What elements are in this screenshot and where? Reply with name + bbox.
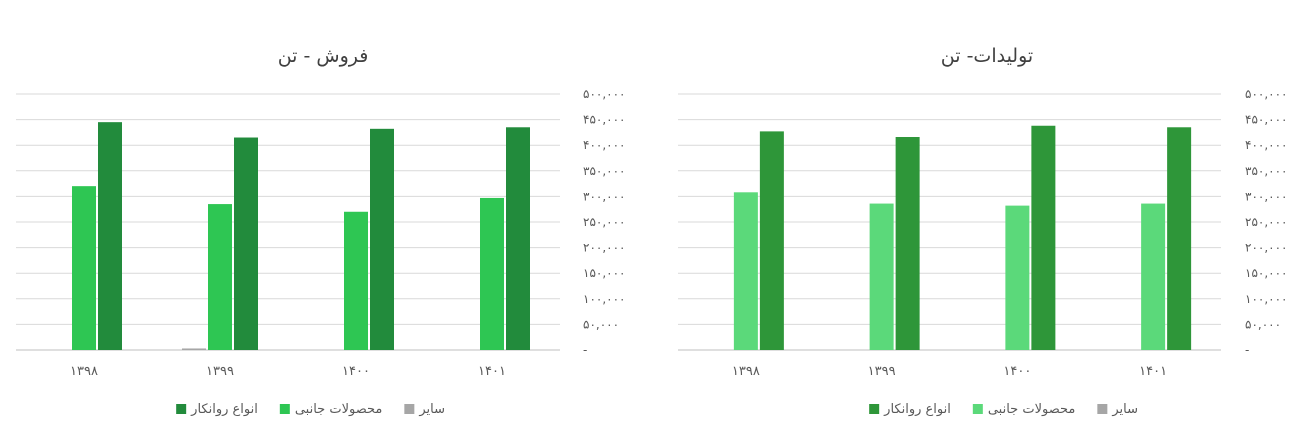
bar (208, 204, 232, 350)
y-tick-label: ۵۰۰,۰۰۰ (1245, 87, 1288, 101)
legend-label: سایر (418, 402, 445, 417)
y-tick-label: ۴۵۰,۰۰۰ (583, 113, 626, 127)
bar (1005, 205, 1030, 350)
bar (733, 192, 758, 350)
bar (759, 131, 784, 350)
bar (1167, 127, 1192, 350)
y-tick-label: ۲۵۰,۰۰۰ (1245, 215, 1288, 229)
y-tick-label: ۴۵۰,۰۰۰ (1245, 113, 1288, 127)
legend-label: انواع روانکار (883, 402, 951, 417)
y-tick-label: ۳۰۰,۰۰۰ (583, 189, 626, 203)
y-tick-label: ۲۰۰,۰۰۰ (1245, 241, 1288, 255)
bar (370, 128, 394, 350)
y-tick-label: - (1245, 343, 1249, 357)
legend-swatch (176, 404, 187, 414)
legend-swatch (1097, 404, 1108, 414)
legend-label: انواع روانکار (190, 402, 258, 417)
legend-swatch (404, 404, 415, 414)
bar (182, 348, 206, 350)
bar (895, 137, 920, 350)
bar (1141, 203, 1166, 350)
bar (480, 197, 504, 350)
y-tick-label: ۵۰,۰۰۰ (1245, 317, 1281, 331)
legend-swatch (279, 404, 290, 414)
bar (234, 137, 258, 350)
y-tick-label: ۱۰۰,۰۰۰ (583, 292, 626, 306)
x-tick-label: ۱۴۰۱ (1139, 364, 1167, 379)
legend-label: سایر (1111, 402, 1138, 417)
legend-swatch (869, 404, 880, 414)
y-tick-label: ۳۵۰,۰۰۰ (583, 164, 626, 178)
sales-chart-svg: فروش - تن - ۵۰,۰۰۰ ۱۰۰,۰۰۰ ۱۵۰,۰۰۰ ۲۰۰,۰۰۰ ۲۵۰… (16, 45, 626, 417)
legend-swatch (972, 404, 983, 414)
y-tick-label: ۲۰۰,۰۰۰ (583, 241, 626, 255)
y-tick-label: - (583, 343, 587, 357)
bar (1031, 125, 1056, 350)
x-tick-label: ۱۴۰۱ (478, 364, 506, 379)
chart-title: تولیدات- تن (941, 45, 1033, 67)
x-tick-label: ۱۳۹۹ (206, 364, 234, 379)
y-tick-label: ۴۰۰,۰۰۰ (1245, 138, 1288, 152)
x-tick-label: ۱۳۹۸ (732, 364, 760, 379)
y-tick-label: ۵۰,۰۰۰ (583, 317, 619, 331)
y-tick-label: ۱۵۰,۰۰۰ (1245, 266, 1288, 280)
x-tick-label: ۱۴۰۰ (342, 364, 370, 379)
production-chart: تولیدات- تن - ۵۰,۰۰۰ ۱۰۰,۰۰۰ ۱۵۰,۰۰۰ ۲۰۰,۰۰۰ ۲… (658, 0, 1316, 428)
y-tick-label: ۴۰۰,۰۰۰ (583, 138, 626, 152)
y-tick-label: ۵۰۰,۰۰۰ (583, 87, 626, 101)
y-tick-label: ۱۵۰,۰۰۰ (583, 266, 626, 280)
production-chart-svg: تولیدات- تن - ۵۰,۰۰۰ ۱۰۰,۰۰۰ ۱۵۰,۰۰۰ ۲۰۰,۰۰۰ ۲… (678, 45, 1288, 417)
sales-chart: فروش - تن - ۵۰,۰۰۰ ۱۰۰,۰۰۰ ۱۵۰,۰۰۰ ۲۰۰,۰۰۰ ۲۵۰… (16, 45, 626, 417)
y-tick-label: ۱۰۰,۰۰۰ (1245, 292, 1288, 306)
bar (869, 203, 894, 350)
x-tick-label: ۱۳۹۹ (868, 364, 896, 379)
legend-label: محصولات جانبی (988, 402, 1076, 417)
bar (344, 211, 368, 350)
bar (506, 127, 530, 350)
y-tick-label: ۳۵۰,۰۰۰ (1245, 164, 1288, 178)
y-tick-label: ۳۰۰,۰۰۰ (1245, 189, 1288, 203)
y-tick-label: ۲۵۰,۰۰۰ (583, 215, 626, 229)
bar (98, 122, 122, 350)
x-tick-label: ۱۴۰۰ (1003, 364, 1031, 379)
bar (72, 186, 96, 350)
legend-label: محصولات جانبی (295, 402, 383, 417)
chart-title: فروش - تن (278, 45, 369, 67)
x-tick-label: ۱۳۹۸ (70, 364, 98, 379)
